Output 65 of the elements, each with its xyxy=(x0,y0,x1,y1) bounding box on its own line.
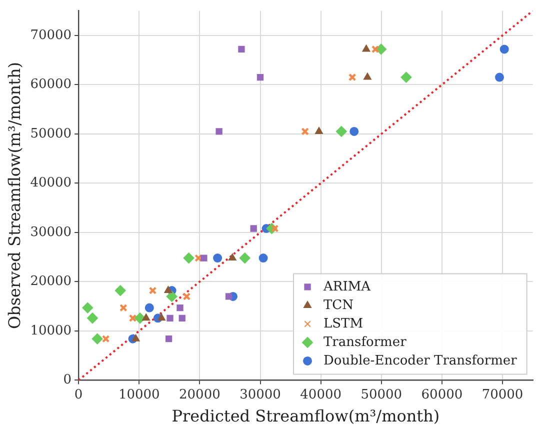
y-tick-label: 70000 xyxy=(30,28,72,43)
point xyxy=(500,44,509,54)
point xyxy=(144,303,154,312)
point xyxy=(200,254,208,262)
x-tick-label: 10000 xyxy=(118,387,160,402)
point xyxy=(216,128,222,135)
point xyxy=(228,254,236,261)
y-tick-label: 60000 xyxy=(30,77,72,92)
legend-label: LSTM xyxy=(324,316,364,332)
point xyxy=(371,45,380,54)
point xyxy=(119,304,128,312)
point xyxy=(258,254,268,263)
point xyxy=(165,336,172,342)
y-tick-label: 40000 xyxy=(30,176,72,191)
legend-label: Double-Encoder Transformer xyxy=(324,353,518,368)
y-tick-label: 20000 xyxy=(30,274,72,290)
y-tick-label: 0 xyxy=(63,372,72,388)
x-tick-label: 0 xyxy=(74,387,83,402)
point xyxy=(142,314,150,321)
x-tick-label: 30000 xyxy=(240,387,281,402)
point xyxy=(166,290,178,302)
y-tick-label: 50000 xyxy=(30,126,72,142)
point xyxy=(363,72,372,80)
legend-label: TCN xyxy=(324,298,354,313)
y-tick-label: 30000 xyxy=(30,224,72,240)
y-axis-title: Observed Streamflow(m³/month) xyxy=(4,62,24,330)
point xyxy=(82,302,94,314)
point xyxy=(132,334,140,342)
point xyxy=(225,293,232,300)
point xyxy=(213,254,222,263)
point xyxy=(114,285,126,296)
point xyxy=(362,44,370,52)
x-axis-title: Predicted Streamflow(m³/month) xyxy=(172,406,440,426)
point xyxy=(182,292,191,300)
x-tick-label: 20000 xyxy=(179,387,220,402)
point xyxy=(92,333,103,344)
point xyxy=(494,72,504,82)
point xyxy=(164,286,172,294)
point xyxy=(158,314,166,321)
point xyxy=(350,126,359,136)
point xyxy=(239,252,250,264)
point xyxy=(256,74,264,81)
legend-label: ARIMA xyxy=(322,279,372,294)
point xyxy=(176,304,184,312)
x-tick-label: 40000 xyxy=(300,387,342,402)
point xyxy=(183,252,194,264)
y-tick-label: 10000 xyxy=(30,323,72,338)
x-tick-label: 50000 xyxy=(360,387,402,402)
point xyxy=(178,314,186,322)
x-tick-label: 70000 xyxy=(482,387,524,402)
point xyxy=(238,46,245,53)
x-tick-label: 60000 xyxy=(421,387,463,402)
point xyxy=(148,286,157,294)
point xyxy=(348,73,356,82)
point xyxy=(315,126,323,134)
point xyxy=(250,225,257,232)
point xyxy=(134,312,146,324)
point xyxy=(400,72,412,83)
point xyxy=(166,314,174,322)
point xyxy=(128,314,137,322)
point xyxy=(86,312,98,324)
point xyxy=(102,334,110,343)
point xyxy=(336,126,347,137)
legend-label: Transformer xyxy=(324,334,408,350)
point xyxy=(301,128,309,136)
